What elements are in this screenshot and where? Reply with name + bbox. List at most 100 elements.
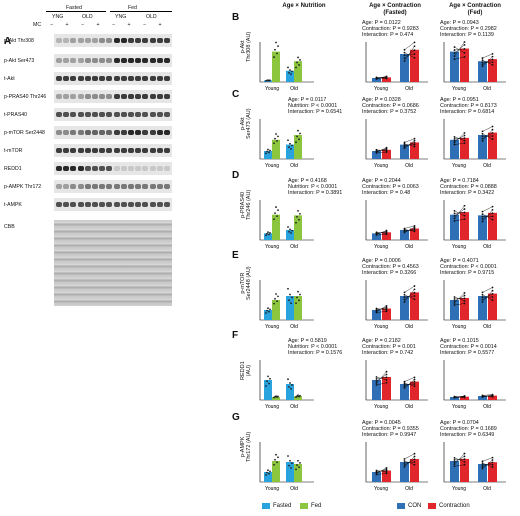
- data-point: [385, 307, 388, 310]
- data-point: [385, 150, 388, 152]
- pair-line: [482, 457, 493, 462]
- data-point: [491, 395, 494, 398]
- data-point: [453, 296, 456, 298]
- stats-line: Interaction: P = 0.6541: [288, 109, 343, 116]
- stats-col2: Age: P = 0.0122 Contraction: P = 0.9283 In…: [362, 20, 419, 39]
- x-tick-label: Old: [405, 86, 413, 92]
- blot-band: [92, 38, 98, 43]
- paired-chart-g-2: Young Old: [365, 442, 428, 492]
- pair-line: [376, 374, 387, 382]
- pair-line: [404, 46, 415, 62]
- pair-line: [376, 232, 387, 234]
- blot-band: [156, 148, 163, 153]
- data-point: [290, 467, 292, 469]
- blot-band: [164, 202, 170, 207]
- data-point: [491, 459, 494, 461]
- blot-band: [128, 38, 134, 43]
- blot-band: [106, 202, 113, 207]
- data-point: [375, 307, 378, 310]
- data-point: [463, 458, 466, 461]
- panel-letter-f: F: [232, 330, 239, 341]
- blot-band: [113, 94, 120, 99]
- y-label-line2: Ser473 (AU): [246, 108, 252, 139]
- data-point: [289, 69, 291, 72]
- data-point: [275, 206, 277, 208]
- x-tick-label: Old: [483, 86, 491, 92]
- blot-band: [128, 112, 134, 117]
- pair-line: [482, 462, 493, 467]
- data-point: [453, 459, 456, 461]
- data-point: [277, 135, 279, 138]
- data-point: [463, 139, 466, 142]
- pair-line: [404, 453, 415, 460]
- data-point: [453, 456, 456, 459]
- stats-line: Contraction: P = 0.0063: [362, 184, 419, 191]
- pair-line: [454, 132, 465, 143]
- data-point: [385, 370, 388, 373]
- data-point: [266, 380, 268, 383]
- data-point: [299, 212, 301, 215]
- blot-strip: [54, 144, 172, 157]
- pair-line: [404, 225, 415, 229]
- x-tick-label: Young: [452, 404, 466, 410]
- blot-band: [99, 202, 106, 207]
- data-point: [299, 59, 301, 61]
- blot-band: [70, 184, 77, 189]
- blot-strip: [54, 180, 172, 193]
- bar: [400, 296, 409, 320]
- data-point: [385, 306, 388, 309]
- blot-band: [92, 94, 98, 99]
- data-point: [491, 218, 494, 221]
- blot-band: [135, 38, 142, 43]
- blot-band: [120, 130, 127, 135]
- data-point: [481, 462, 484, 464]
- blot-band: [70, 38, 77, 43]
- data-point: [265, 474, 267, 476]
- data-point: [491, 292, 494, 295]
- stats-line: Age: P = 0.0117: [288, 97, 327, 103]
- bar: [264, 472, 272, 482]
- data-point: [298, 466, 300, 469]
- data-point: [481, 65, 484, 68]
- pair-line: [404, 229, 415, 231]
- y-label-line2: (AU): [246, 365, 252, 377]
- blot-band: [99, 112, 106, 117]
- blot-band: [164, 112, 170, 117]
- data-point: [269, 232, 271, 234]
- blot-band: [149, 130, 156, 135]
- blot-band: [164, 130, 170, 135]
- blot-band: [113, 148, 120, 153]
- data-point: [375, 380, 378, 382]
- blot-band: [135, 76, 142, 81]
- x-tick-label: Old: [483, 244, 491, 250]
- pair-line: [404, 292, 415, 300]
- blot-band: [56, 76, 62, 81]
- pair-line: [454, 136, 465, 141]
- pair-line: [482, 129, 493, 142]
- col3-header-line1: Age × Contraction: [449, 3, 501, 9]
- pair-line: [404, 383, 415, 387]
- data-point: [385, 75, 388, 78]
- stats-col2: Age: P = 0.2182 Contraction: P = 0.001 Int…: [362, 338, 416, 357]
- paired-chart-b-2: Young Old: [365, 41, 428, 92]
- stats-line: Contraction: P = 0.001: [362, 344, 416, 351]
- bar: [478, 464, 487, 482]
- bar: [372, 310, 381, 320]
- blot-band: [77, 76, 84, 81]
- x-tick-label: Old: [290, 404, 298, 410]
- data-point: [277, 209, 279, 212]
- data-point: [296, 296, 298, 299]
- stats-col1: Age: P = 0.5819 Nutrition: P < 0.0001 Inte…: [288, 338, 342, 357]
- stats-line: Age: P = 0.4071: [440, 258, 479, 264]
- x-tick-label: Young: [374, 486, 388, 492]
- data-point: [453, 49, 456, 51]
- data-point: [413, 41, 416, 44]
- data-point: [453, 136, 456, 138]
- data-point: [463, 52, 466, 54]
- data-point: [491, 131, 494, 134]
- bar: [264, 151, 272, 159]
- data-point: [403, 141, 406, 144]
- blot-band: [99, 76, 106, 81]
- data-point: [481, 293, 484, 296]
- data-point: [274, 458, 276, 461]
